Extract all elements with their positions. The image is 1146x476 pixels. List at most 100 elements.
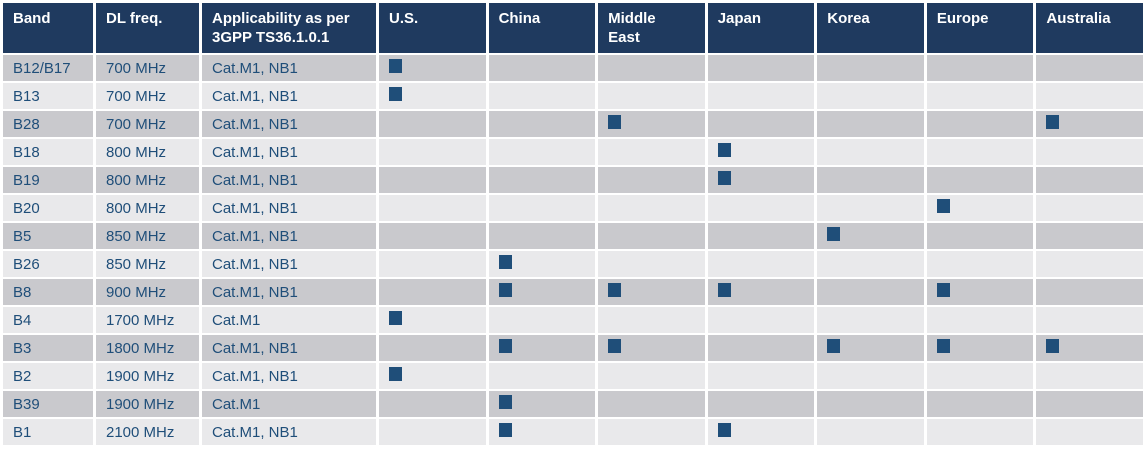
table-row-b39: B39 1900 MHz Cat.M1 — [3, 391, 1143, 417]
column-header-australia: Australia — [1036, 3, 1143, 53]
band-cell: B3 — [3, 335, 93, 361]
dl-freq-cell: 850 MHz — [96, 223, 199, 249]
region-cell-japan — [707, 251, 815, 277]
region-cell-europe — [926, 363, 1034, 389]
region-cell-australia — [1036, 307, 1143, 333]
table-row-b3: B3 1800 MHz Cat.M1, NB1 — [3, 335, 1143, 361]
table-row-b2: B2 1900 MHz Cat.M1, NB1 — [3, 363, 1143, 389]
table-row-b28: B28 700 MHz Cat.M1, NB1 — [3, 111, 1143, 137]
applicability-marker-square-icon — [717, 171, 731, 185]
region-cell-us — [379, 391, 486, 417]
applicability-marker-square-icon — [936, 283, 950, 297]
band-applicability-table: Band DL freq. Applicability as per 3GPP TS… — [0, 1, 1146, 447]
applicability-marker-square-icon — [389, 87, 402, 101]
applicability-marker-square-icon — [608, 283, 622, 297]
column-header-middle_east: Middle East — [598, 3, 705, 53]
region-cell-middle_east — [598, 111, 705, 137]
column-header-label: China — [498, 10, 541, 27]
region-cell-australia — [1036, 139, 1143, 165]
region-cell-korea — [817, 363, 924, 389]
region-cell-us — [379, 139, 486, 165]
dl-freq-cell: 1800 MHz — [96, 335, 199, 361]
region-cell-europe — [926, 83, 1034, 109]
applicability-marker-square-icon — [1046, 115, 1060, 129]
band-cell: B5 — [3, 223, 93, 249]
table-row-b8: B8 900 MHz Cat.M1, NB1 — [3, 279, 1143, 305]
region-cell-japan — [707, 139, 815, 165]
region-cell-korea — [817, 335, 924, 361]
region-cell-japan — [707, 195, 815, 221]
dl-freq-cell: 2100 MHz — [96, 419, 199, 445]
dl-freq-cell: 800 MHz — [96, 167, 199, 193]
region-cell-china — [488, 335, 596, 361]
applicability-marker-square-icon — [389, 367, 402, 381]
applicability-cell: Cat.M1, NB1 — [202, 167, 376, 193]
column-header-label: U.S. — [389, 10, 419, 27]
column-header-label: Korea — [827, 10, 870, 27]
region-cell-japan — [707, 111, 815, 137]
region-cell-japan — [707, 363, 815, 389]
region-cell-middle_east — [598, 307, 705, 333]
dl-freq-cell: 850 MHz — [96, 251, 199, 277]
applicability-marker-square-icon — [498, 395, 512, 409]
column-header-japan: Japan — [707, 3, 815, 53]
region-cell-middle_east — [598, 139, 705, 165]
applicability-cell: Cat.M1, NB1 — [202, 363, 376, 389]
region-cell-australia — [1036, 223, 1143, 249]
band-cell: B8 — [3, 279, 93, 305]
region-cell-europe — [926, 279, 1034, 305]
region-cell-japan — [707, 223, 815, 249]
column-header-label: Europe — [936, 10, 989, 27]
region-cell-middle_east — [598, 363, 705, 389]
region-cell-china — [488, 251, 596, 277]
applicability-cell: Cat.M1, NB1 — [202, 419, 376, 445]
applicability-marker-square-icon — [498, 255, 512, 269]
region-cell-china — [488, 167, 596, 193]
column-header-label: Australia — [1046, 10, 1111, 27]
applicability-cell: Cat.M1, NB1 — [202, 335, 376, 361]
applicability-marker-square-icon — [608, 115, 622, 129]
region-cell-china — [488, 111, 596, 137]
region-cell-europe — [926, 167, 1034, 193]
column-header-label: Japan — [717, 10, 762, 27]
table-row-b13: B13 700 MHz Cat.M1, NB1 — [3, 83, 1143, 109]
region-cell-europe — [926, 195, 1034, 221]
region-cell-australia — [1036, 55, 1143, 81]
column-header-label: DL freq. — [106, 10, 163, 27]
region-cell-china — [488, 307, 596, 333]
region-cell-europe — [926, 391, 1034, 417]
region-cell-china — [488, 139, 596, 165]
dl-freq-cell: 1900 MHz — [96, 391, 199, 417]
dl-freq-cell: 700 MHz — [96, 111, 199, 137]
region-cell-us — [379, 307, 486, 333]
dl-freq-cell: 900 MHz — [96, 279, 199, 305]
region-cell-china — [488, 419, 596, 445]
region-cell-us — [379, 111, 486, 137]
region-cell-middle_east — [598, 223, 705, 249]
region-cell-korea — [817, 111, 924, 137]
applicability-cell: Cat.M1 — [202, 391, 376, 417]
region-cell-china — [488, 391, 596, 417]
region-cell-middle_east — [598, 83, 705, 109]
region-cell-us — [379, 335, 486, 361]
region-cell-middle_east — [598, 335, 705, 361]
dl-freq-cell: 800 MHz — [96, 139, 199, 165]
band-cell: B1 — [3, 419, 93, 445]
band-cell: B13 — [3, 83, 93, 109]
column-header-china: China — [488, 3, 596, 53]
applicability-cell: Cat.M1, NB1 — [202, 195, 376, 221]
region-cell-australia — [1036, 391, 1143, 417]
region-cell-japan — [707, 167, 815, 193]
region-cell-korea — [817, 83, 924, 109]
region-cell-korea — [817, 251, 924, 277]
region-cell-korea — [817, 391, 924, 417]
applicability-marker-square-icon — [389, 311, 402, 325]
column-header-label: Middle East — [608, 10, 656, 46]
region-cell-japan — [707, 55, 815, 81]
column-header-label: Band — [13, 10, 51, 27]
dl-freq-cell: 1900 MHz — [96, 363, 199, 389]
region-cell-us — [379, 279, 486, 305]
region-cell-china — [488, 195, 596, 221]
applicability-cell: Cat.M1, NB1 — [202, 111, 376, 137]
band-cell: B26 — [3, 251, 93, 277]
